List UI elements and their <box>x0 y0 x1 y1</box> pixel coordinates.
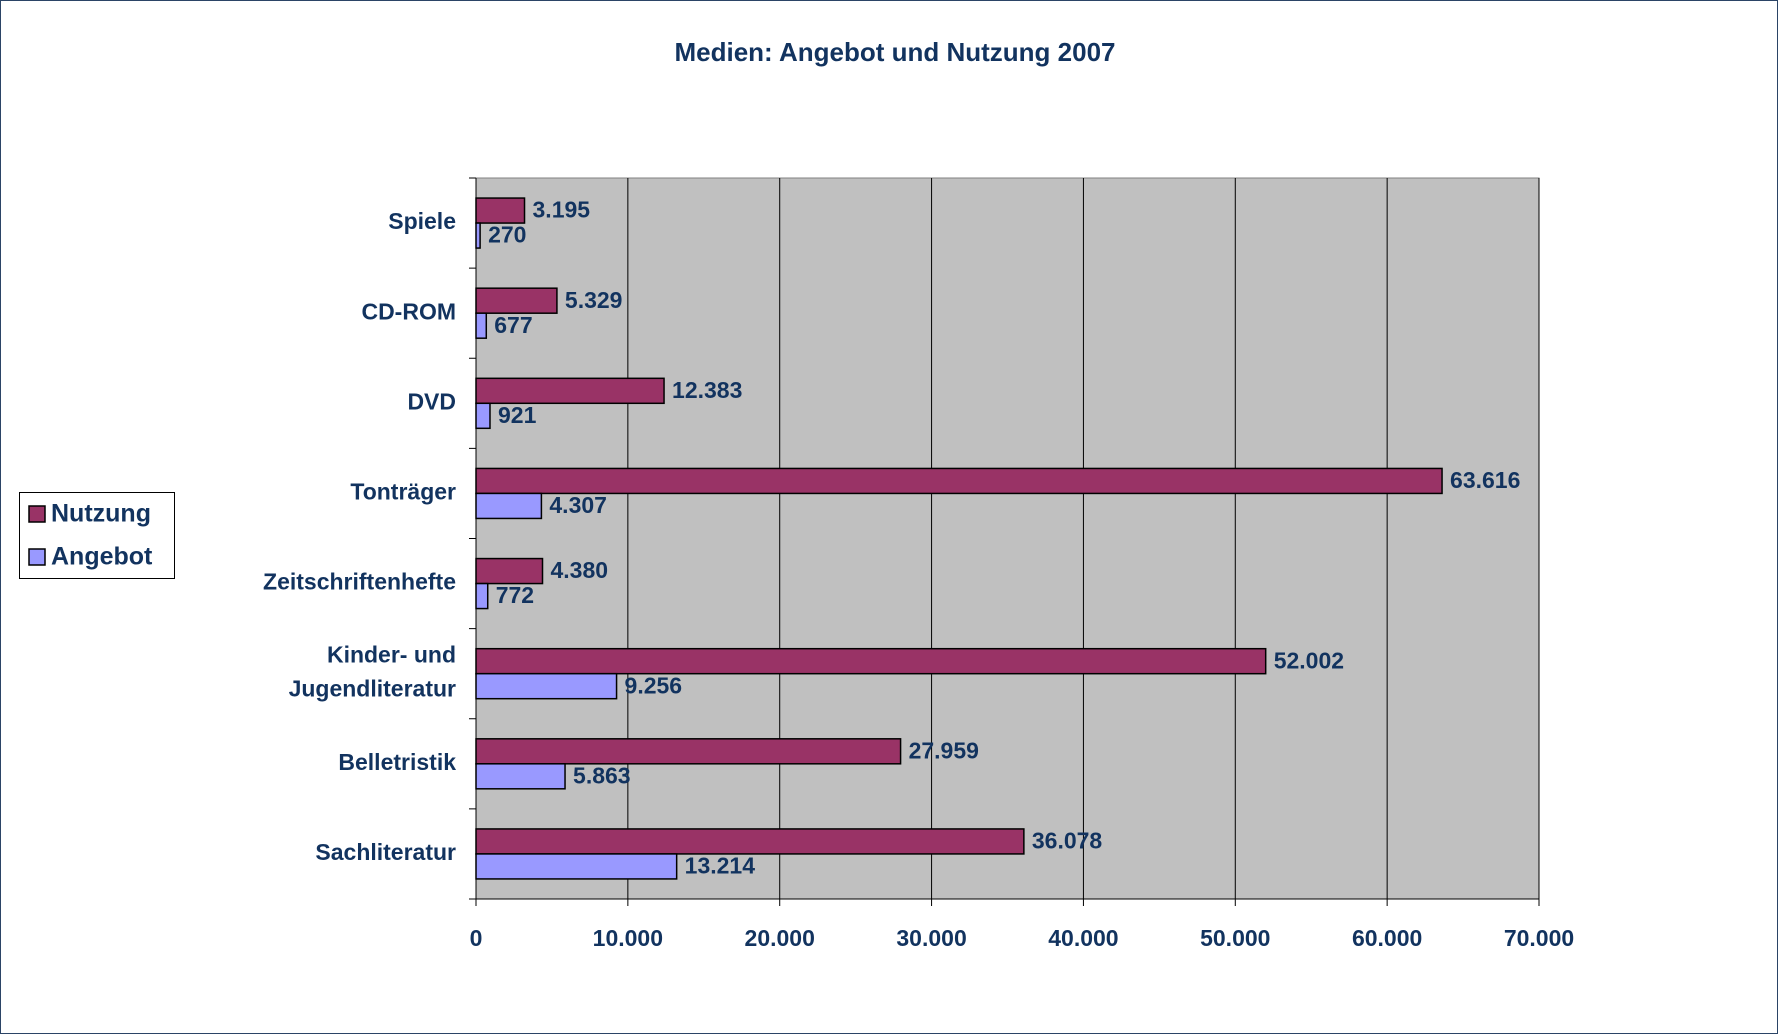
bar <box>475 828 1025 855</box>
data-label: 772 <box>496 582 534 608</box>
bar <box>475 197 526 224</box>
bar <box>475 647 1267 675</box>
y-tick-label: CD-ROM <box>361 298 456 324</box>
data-label: 677 <box>494 312 532 338</box>
legend-label: Nutzung <box>51 500 151 528</box>
bar <box>475 672 618 700</box>
y-tick-label: Belletristik <box>338 749 456 775</box>
plot-area <box>475 177 1540 900</box>
bar <box>475 763 566 790</box>
bar <box>475 377 665 405</box>
y-tick-label: DVD <box>407 388 456 414</box>
bar <box>475 853 678 880</box>
bar <box>475 492 543 520</box>
y-tick-label: Kinder- und Jugendliteratur <box>289 642 456 702</box>
data-label: 13.214 <box>685 853 756 879</box>
data-label: 921 <box>498 402 537 428</box>
legend-swatch <box>28 548 46 566</box>
data-label: 5.863 <box>573 762 631 788</box>
x-tick-label: 30.000 <box>896 925 966 951</box>
bar <box>475 467 1443 495</box>
bar <box>475 557 544 585</box>
data-label: 3.195 <box>533 197 591 223</box>
x-tick-label: 20.000 <box>745 925 815 951</box>
y-tick-label: Zeitschriftenhefte <box>263 569 456 595</box>
bar <box>475 222 481 249</box>
data-label: 12.383 <box>672 377 742 403</box>
data-label: 4.307 <box>549 492 607 518</box>
data-label: 27.959 <box>909 737 979 763</box>
data-label: 36.078 <box>1032 828 1103 854</box>
x-tick-label: 0 <box>470 925 483 951</box>
bar <box>475 582 489 610</box>
data-label: 5.329 <box>565 287 623 313</box>
data-label: 52.002 <box>1274 647 1344 673</box>
x-tick-label: 60.000 <box>1352 925 1422 951</box>
x-tick-label: 70.000 <box>1504 925 1574 951</box>
data-label: 63.616 <box>1450 467 1520 493</box>
data-label: 270 <box>488 222 526 248</box>
legend-swatch <box>28 505 46 523</box>
bar <box>475 287 558 314</box>
y-tick-label: Sachliteratur <box>315 839 456 865</box>
y-tick-label: Tonträger <box>350 479 456 505</box>
data-label: 9.256 <box>625 672 683 698</box>
bar <box>475 738 902 765</box>
x-tick-label: 10.000 <box>593 925 663 951</box>
data-label: 4.380 <box>551 557 609 583</box>
x-tick-label: 40.000 <box>1048 925 1118 951</box>
bar <box>475 402 491 430</box>
chart-title: Medien: Angebot und Nutzung 2007 <box>674 37 1115 67</box>
y-tick-label: Spiele <box>388 208 456 234</box>
bar <box>475 312 488 339</box>
legend-label: Angebot <box>51 543 153 571</box>
x-tick-label: 50.000 <box>1200 925 1270 951</box>
